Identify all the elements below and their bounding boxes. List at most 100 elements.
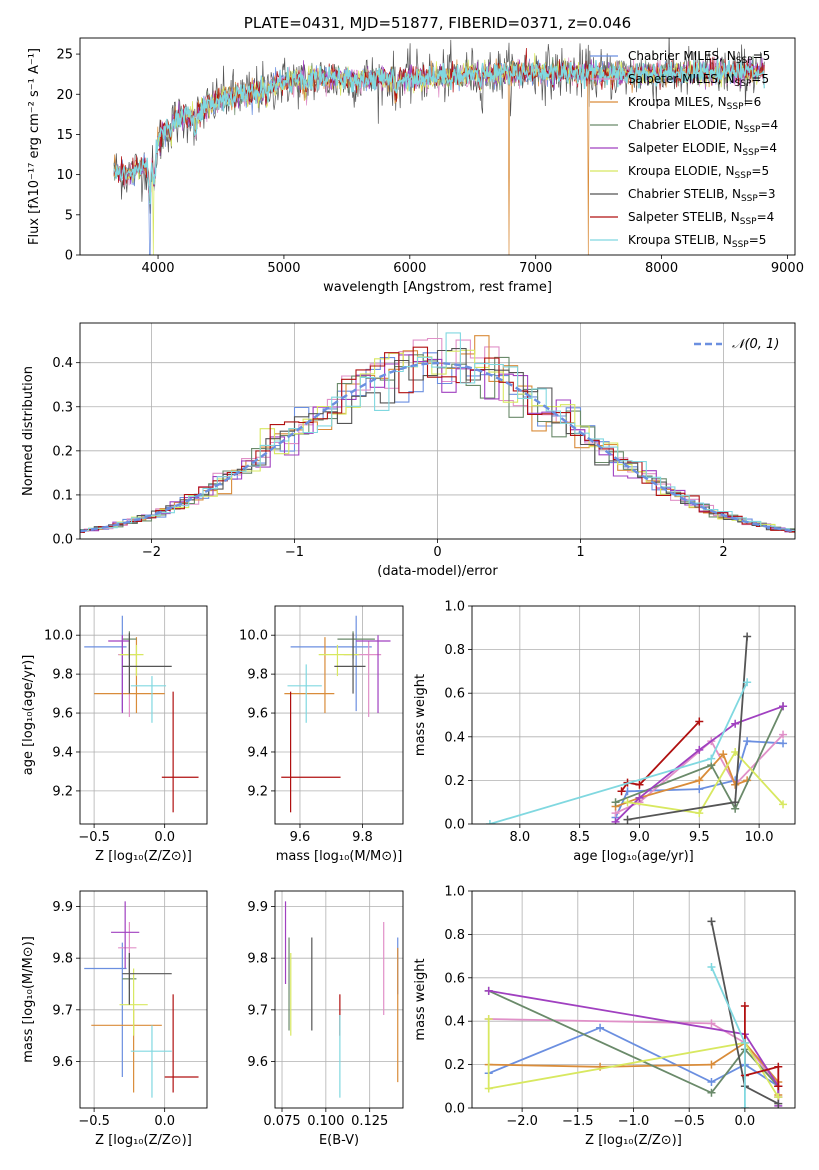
legend-value: =4 xyxy=(757,210,775,224)
legend-name: Salpeter STELIB, N xyxy=(628,210,740,224)
plus-marker xyxy=(707,962,716,971)
legend-value: =5 xyxy=(753,49,771,63)
residuals-panel: −2 −1 0 1 2 0.0 0.1 0.2 0.3 0.4 (data-model)/error… xyxy=(21,322,796,579)
plus-marker xyxy=(740,1104,749,1108)
axes-frame xyxy=(79,605,208,825)
histogram-step xyxy=(80,332,795,531)
y-tick-label: 9.6 xyxy=(52,707,73,722)
y-tick-label: 10.0 xyxy=(44,629,73,644)
plus-marker xyxy=(635,793,644,802)
x-tick-label: 8.5 xyxy=(569,830,590,845)
axes-frame xyxy=(471,890,796,1109)
y-tick-label: 0.0 xyxy=(444,1102,465,1117)
legend-value: =5 xyxy=(749,233,767,247)
y-tick-label: 9.7 xyxy=(247,1003,268,1018)
line-series xyxy=(485,632,788,824)
series-line xyxy=(615,705,784,811)
x-tick-label: 0.0 xyxy=(154,1114,175,1129)
x-axis-label: mass [log₁₀(M/M⊙)] xyxy=(276,849,403,864)
legend-name: Salpeter MILES, N xyxy=(628,72,735,86)
y-tick-label: 1.0 xyxy=(444,600,465,615)
series-line xyxy=(614,740,784,818)
x-axis-label: E(B-V) xyxy=(319,1133,359,1148)
plus-marker xyxy=(731,719,740,728)
plus-marker xyxy=(740,1038,749,1047)
histogram-step xyxy=(80,346,795,533)
plus-marker xyxy=(719,750,728,759)
legend-value: =5 xyxy=(751,72,769,86)
axes-frame xyxy=(79,890,208,1109)
x-tick-label: −2 xyxy=(142,545,161,560)
y-axis-label: mass weight xyxy=(413,674,428,756)
y-tick-label: 0.8 xyxy=(444,643,465,658)
x-tick-label: 6000 xyxy=(393,261,426,276)
legend-label: 𝒩(0, 1) xyxy=(732,337,779,352)
plus-marker xyxy=(695,785,704,794)
plus-marker xyxy=(611,798,620,807)
legend-name: Chabrier ELODIE, N xyxy=(628,118,744,132)
errorbar-series xyxy=(84,901,199,1098)
x-tick-label: −1.0 xyxy=(618,1114,650,1129)
x-tick-label: −1 xyxy=(285,545,304,560)
series-line xyxy=(487,1019,780,1098)
x-tick-label: 8.0 xyxy=(510,830,531,845)
x-tick-label: 0.0 xyxy=(735,1114,756,1129)
legend-label: Salpeter STELIB, NSSP=4 xyxy=(628,210,774,227)
plus-marker xyxy=(740,1002,749,1011)
x-tick-label: −1.5 xyxy=(562,1114,594,1129)
plus-marker xyxy=(707,1077,716,1086)
y-axis-label: Flux [fλ10⁻¹⁷ erg cm⁻² s⁻¹ A⁻¹] xyxy=(27,48,42,245)
axes-frame xyxy=(79,322,796,540)
legend-label: Kroupa ELODIE, NSSP=5 xyxy=(628,164,769,181)
x-tick-label: 9.5 xyxy=(689,830,710,845)
legend-subscript: SSP xyxy=(744,125,761,135)
x-tick-label: −2.0 xyxy=(506,1114,538,1129)
legend-name: Kroupa STELIB, N xyxy=(628,233,732,247)
legend-name: Chabrier MILES, N xyxy=(628,49,736,63)
y-tick-label: 9.4 xyxy=(52,745,73,760)
plus-marker xyxy=(779,800,788,809)
plus-marker xyxy=(707,1088,716,1097)
plus-marker xyxy=(623,798,632,807)
y-tick-label: 9.6 xyxy=(247,1055,268,1070)
y-tick-label: 0.2 xyxy=(444,1058,465,1073)
plus-marker xyxy=(731,798,740,807)
plus-marker xyxy=(617,787,626,796)
plus-marker xyxy=(774,1062,783,1071)
x-tick-label: −0.5 xyxy=(78,1114,110,1129)
legend-label: Salpeter ELODIE, NSSP=4 xyxy=(628,141,777,158)
y-tick-label: 5 xyxy=(65,208,73,223)
legend-name: Kroupa MILES, N xyxy=(628,95,727,109)
x-axis-label: wavelength [Angstrom, rest frame] xyxy=(323,280,552,295)
series-line xyxy=(620,720,700,792)
chart-title: PLATE=0431, MJD=51877, FIBERID=0371, z=0… xyxy=(244,14,631,32)
y-tick-label: 0.2 xyxy=(444,774,465,789)
series-line xyxy=(488,989,779,1094)
plus-marker xyxy=(743,678,752,687)
x-tick-label: 9000 xyxy=(771,261,804,276)
plus-marker xyxy=(779,730,788,739)
plus-marker xyxy=(774,1099,783,1108)
plus-marker xyxy=(731,748,740,757)
errorbar-series xyxy=(84,615,199,813)
legend-name: Chabrier STELIB, N xyxy=(628,187,741,201)
y-tick-label: 9.9 xyxy=(52,900,73,915)
legend-label: Kroupa STELIB, NSSP=5 xyxy=(628,233,766,250)
plus-marker xyxy=(484,986,493,995)
y-tick-label: 9.8 xyxy=(52,952,73,967)
mass-vs-Z-panel: −0.5 0.0 9.6 9.7 9.8 9.9 Z [log₁₀(Z/Z⊙)] mass [… xyxy=(21,890,208,1148)
y-axis-label: age [log₁₀(age/yr)] xyxy=(21,655,36,776)
y-tick-label: 9.8 xyxy=(247,952,268,967)
x-tick-label: 9.8 xyxy=(352,830,373,845)
plus-marker xyxy=(731,780,740,789)
plus-marker xyxy=(695,717,704,726)
age-vs-mass-panel: 9.6 9.8 9.2 9.4 9.6 9.8 10.0 mass [log₁₀(M/M⊙)] xyxy=(239,605,404,864)
plus-marker xyxy=(695,745,704,754)
plus-marker xyxy=(779,739,788,748)
legend-subscript: SSP xyxy=(732,240,749,250)
axes-frame xyxy=(79,37,796,256)
legend-subscript: SSP xyxy=(735,171,752,181)
x-axis-label: Z [log₁₀(Z/Z⊙)] xyxy=(95,1133,192,1148)
y-tick-label: 25 xyxy=(56,48,73,63)
